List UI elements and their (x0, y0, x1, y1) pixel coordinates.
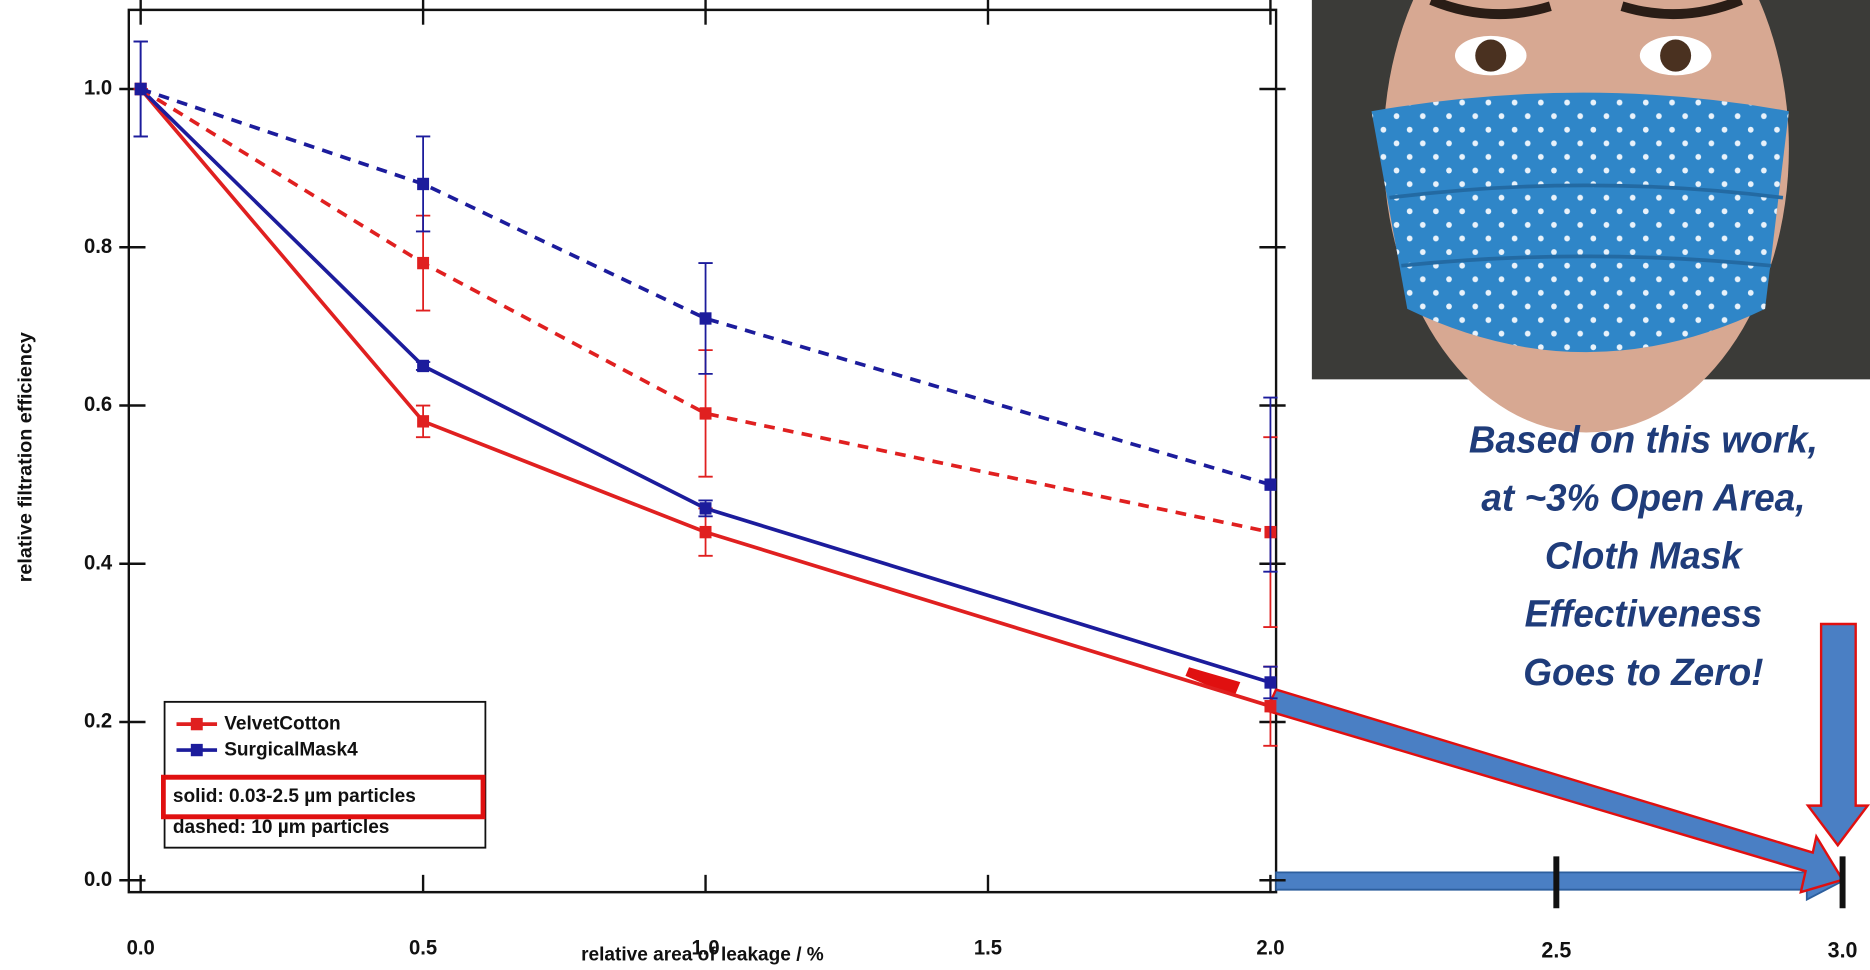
legend-swatch-marker (190, 717, 203, 731)
legend-note: dashed: 10 µm particles (173, 816, 389, 838)
y-tick-label: 0.8 (84, 234, 112, 257)
y-tick-label: 0.6 (84, 393, 112, 416)
x-tick-label: 2.0 (1256, 936, 1284, 959)
y-axis-label: relative filtration efficiency (15, 332, 37, 582)
marker (417, 359, 430, 373)
marker (417, 415, 430, 428)
marker (134, 82, 147, 96)
y-tick-label: 1.0 (84, 76, 112, 99)
marker (417, 256, 430, 270)
series-line (139, 87, 1271, 534)
marker (1264, 676, 1277, 689)
marker (699, 312, 712, 325)
extension-tick-label: 2.5 (1541, 937, 1571, 962)
x-tick-label: 0.0 (127, 936, 155, 959)
y-tick-label: 0.2 (84, 709, 112, 732)
photo (1311, 0, 1870, 433)
marker (1264, 478, 1277, 491)
x-tick-label: 1.5 (974, 936, 1002, 959)
y-tick-label: 0.0 (84, 868, 112, 891)
marker (417, 177, 430, 191)
x-tick-label: 0.5 (409, 936, 437, 959)
plot-frame (127, 8, 1278, 894)
legend-note: solid: 0.03-2.5 µm particles (173, 785, 416, 807)
series-line (139, 87, 1271, 708)
marker (699, 407, 712, 420)
legend-label: SurgicalMask4 (224, 738, 358, 760)
legend-swatch-marker (190, 743, 203, 757)
extension-tick-label: 3.0 (1828, 937, 1858, 962)
annotation-line: Based on this work, (1469, 418, 1818, 461)
marker (699, 502, 712, 515)
x-axis-label: relative area of leakage / % (581, 943, 824, 965)
marker (1264, 700, 1277, 713)
y-tick-label: 0.4 (84, 551, 113, 574)
annotation-line: Effectiveness (1525, 592, 1763, 635)
x-tick-label: 1.0 (691, 936, 719, 959)
marker (699, 525, 712, 539)
annotation: Based on this work, at ~3% Open Area, Clot… (1469, 418, 1818, 693)
series-line (140, 87, 1271, 487)
annotation-line: Cloth Mask (1545, 534, 1744, 577)
highlight-box (161, 774, 486, 820)
annotation-line: at ~3% Open Area, (1481, 476, 1805, 519)
series-line (139, 87, 1271, 685)
legend-label: VelvetCotton (224, 712, 340, 734)
annotation-line: Goes to Zero! (1523, 650, 1763, 693)
